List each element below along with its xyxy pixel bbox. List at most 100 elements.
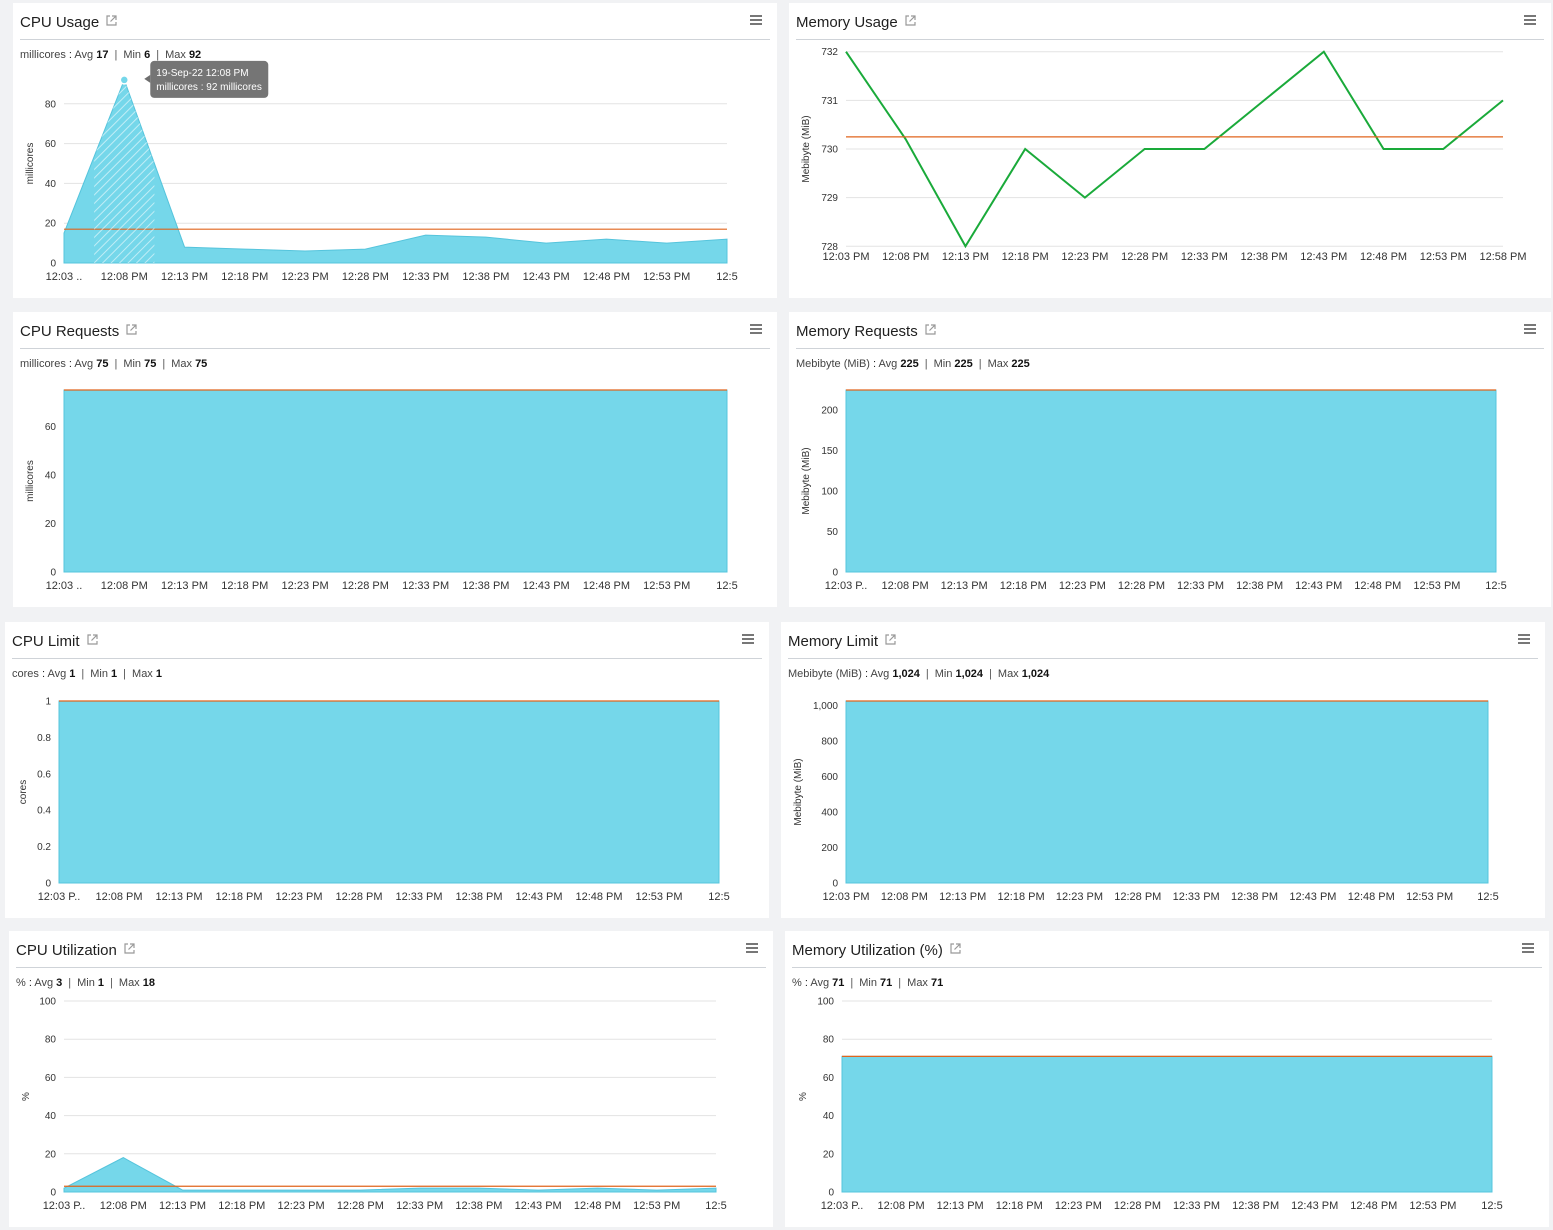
y-tick-label: 80 bbox=[45, 99, 57, 110]
stat-unit: % bbox=[16, 977, 26, 989]
x-tick-label: 12:28 PM bbox=[335, 891, 382, 903]
y-axis-label: millicores bbox=[25, 143, 36, 185]
x-tick-label: 12:03 P.. bbox=[43, 1200, 86, 1212]
menu-icon[interactable] bbox=[1524, 15, 1536, 25]
stat-min-label: Min bbox=[859, 977, 881, 989]
expand-icon[interactable] bbox=[925, 322, 936, 335]
x-tick-label: 12:38 PM bbox=[455, 1200, 502, 1212]
x-tick-label: 12:08 PM bbox=[101, 580, 148, 592]
x-tick-label: 12:23 PM bbox=[1055, 1200, 1102, 1212]
x-tick-label: 12:38 PM bbox=[1241, 251, 1288, 263]
y-tick-label: 0 bbox=[50, 259, 56, 270]
stat-max-label: Max bbox=[118, 977, 143, 989]
menu-icon[interactable] bbox=[750, 324, 762, 334]
x-tick-label: 12:18 PM bbox=[218, 1200, 265, 1212]
expand-icon[interactable] bbox=[86, 632, 98, 645]
chart-title: Memory Utilization (%) bbox=[792, 942, 943, 959]
stat-avg-value: 1,024 bbox=[892, 668, 920, 680]
x-tick-label: 12:53 PM bbox=[635, 891, 682, 903]
y-tick-label: 400 bbox=[821, 807, 838, 818]
x-tick-label: 12:18 PM bbox=[996, 1200, 1043, 1212]
stat-max-label: Max bbox=[165, 49, 189, 61]
x-tick-label: 12:28 PM bbox=[342, 271, 389, 283]
menu-icon[interactable] bbox=[1524, 324, 1536, 334]
panel-title: CPU Requests bbox=[20, 322, 137, 340]
x-tick-label: 12:48 PM bbox=[1354, 580, 1401, 592]
x-tick-label: 12:43 PM bbox=[523, 580, 570, 592]
x-tick-label: 12:08 PM bbox=[878, 1200, 925, 1212]
expand-icon[interactable] bbox=[885, 632, 896, 645]
chart-title: Memory Limit bbox=[788, 633, 879, 650]
x-tick-label: 12:03 P.. bbox=[825, 580, 868, 592]
x-tick-label: 12:33 PM bbox=[395, 891, 442, 903]
stat-max-value: 92 bbox=[188, 49, 202, 61]
x-tick-label: 12:58 PM bbox=[1479, 251, 1526, 263]
stat-avg-value: 75 bbox=[96, 358, 109, 370]
x-tick-label: 12:53 PM bbox=[1406, 891, 1453, 903]
x-tick-label: 12:48 PM bbox=[1350, 1200, 1397, 1212]
y-axis-label: % bbox=[798, 1092, 809, 1101]
expand-icon[interactable] bbox=[124, 941, 135, 954]
x-tick-label: 12:18 PM bbox=[998, 891, 1045, 903]
x-tick-label: 12:38 PM bbox=[462, 580, 509, 592]
y-tick-label: 100 bbox=[821, 487, 838, 498]
stat-min-value: 6 bbox=[144, 49, 151, 61]
stat-avg-value: 1 bbox=[69, 668, 76, 680]
stat-max-label: Max bbox=[171, 358, 196, 370]
stats-summary: Mebibyte (MiB) : Avg 225 | Min 225 | Max 225 bbox=[796, 358, 1030, 370]
area-series bbox=[63, 78, 728, 264]
panel-header: CPU Limit bbox=[12, 622, 762, 659]
menu-icon[interactable] bbox=[746, 943, 758, 953]
chart-title: CPU Limit bbox=[12, 633, 80, 650]
stat-avg-label: Avg bbox=[34, 977, 57, 989]
x-tick-label: 12:13 PM bbox=[939, 891, 986, 903]
panel-header: CPU Usage bbox=[20, 3, 770, 40]
x-tick-label: 12:13 PM bbox=[161, 580, 208, 592]
panel-header: CPU Utilization bbox=[16, 931, 766, 968]
x-tick-label: 12:03 P.. bbox=[821, 1200, 864, 1212]
x-tick-label: 12:43 PM bbox=[515, 1200, 562, 1212]
hover-highlight bbox=[94, 79, 155, 263]
y-tick-label: 0.2 bbox=[37, 842, 51, 853]
stat-avg-label: Avg bbox=[870, 668, 893, 680]
panel-header: Memory Requests bbox=[796, 312, 1544, 349]
y-tick-label: 200 bbox=[821, 843, 838, 854]
menu-icon[interactable] bbox=[1522, 943, 1534, 953]
x-tick-label: 12:08 PM bbox=[882, 251, 929, 263]
expand-icon[interactable] bbox=[126, 322, 137, 335]
x-tick-label: 12:5 bbox=[1477, 891, 1498, 903]
x-tick-label: 12:38 PM bbox=[1232, 1200, 1279, 1212]
x-tick-label: 12:18 PM bbox=[1002, 251, 1049, 263]
expand-icon[interactable] bbox=[106, 13, 117, 26]
y-axis-label: Mebibyte (MiB) bbox=[793, 758, 804, 825]
x-tick-label: 12:08 PM bbox=[882, 580, 929, 592]
x-tick-label: 12:23 PM bbox=[1056, 891, 1103, 903]
expand-icon[interactable] bbox=[950, 941, 961, 954]
y-tick-label: 40 bbox=[823, 1111, 835, 1122]
stats-summary: Mebibyte (MiB) : Avg 1,024 | Min 1,024 | Max… bbox=[788, 668, 1050, 680]
menu-icon[interactable] bbox=[750, 15, 762, 25]
y-tick-label: 728 bbox=[821, 242, 838, 253]
x-tick-label: 12:03 PM bbox=[822, 891, 869, 903]
x-tick-label: 12:43 PM bbox=[523, 271, 570, 283]
menu-icon[interactable] bbox=[742, 634, 754, 644]
tooltip-value: millicores : 92 millicores bbox=[156, 82, 262, 93]
x-tick-label: 12:48 PM bbox=[1348, 891, 1395, 903]
x-tick-label: 12:53 PM bbox=[643, 580, 690, 592]
y-tick-label: 731 bbox=[821, 96, 838, 107]
y-tick-label: 20 bbox=[45, 1149, 57, 1160]
x-tick-label: 12:23 PM bbox=[282, 580, 329, 592]
panel-title: Memory Usage bbox=[796, 13, 916, 31]
menu-icon[interactable] bbox=[1518, 634, 1530, 644]
x-tick-label: 12:08 PM bbox=[881, 891, 928, 903]
stat-avg-value: 225 bbox=[900, 358, 919, 370]
y-tick-label: 50 bbox=[827, 527, 839, 538]
expand-icon[interactable] bbox=[905, 13, 916, 26]
area-series bbox=[63, 389, 728, 573]
stats-summary: millicores : Avg 17 | Min 6 | Max 92 bbox=[20, 49, 202, 61]
y-tick-label: 150 bbox=[821, 446, 838, 457]
chart-title: CPU Requests bbox=[20, 323, 120, 340]
y-tick-label: 730 bbox=[821, 145, 838, 156]
stat-unit: Mebibyte (MiB) bbox=[788, 668, 862, 680]
x-tick-label: 12:13 PM bbox=[161, 271, 208, 283]
